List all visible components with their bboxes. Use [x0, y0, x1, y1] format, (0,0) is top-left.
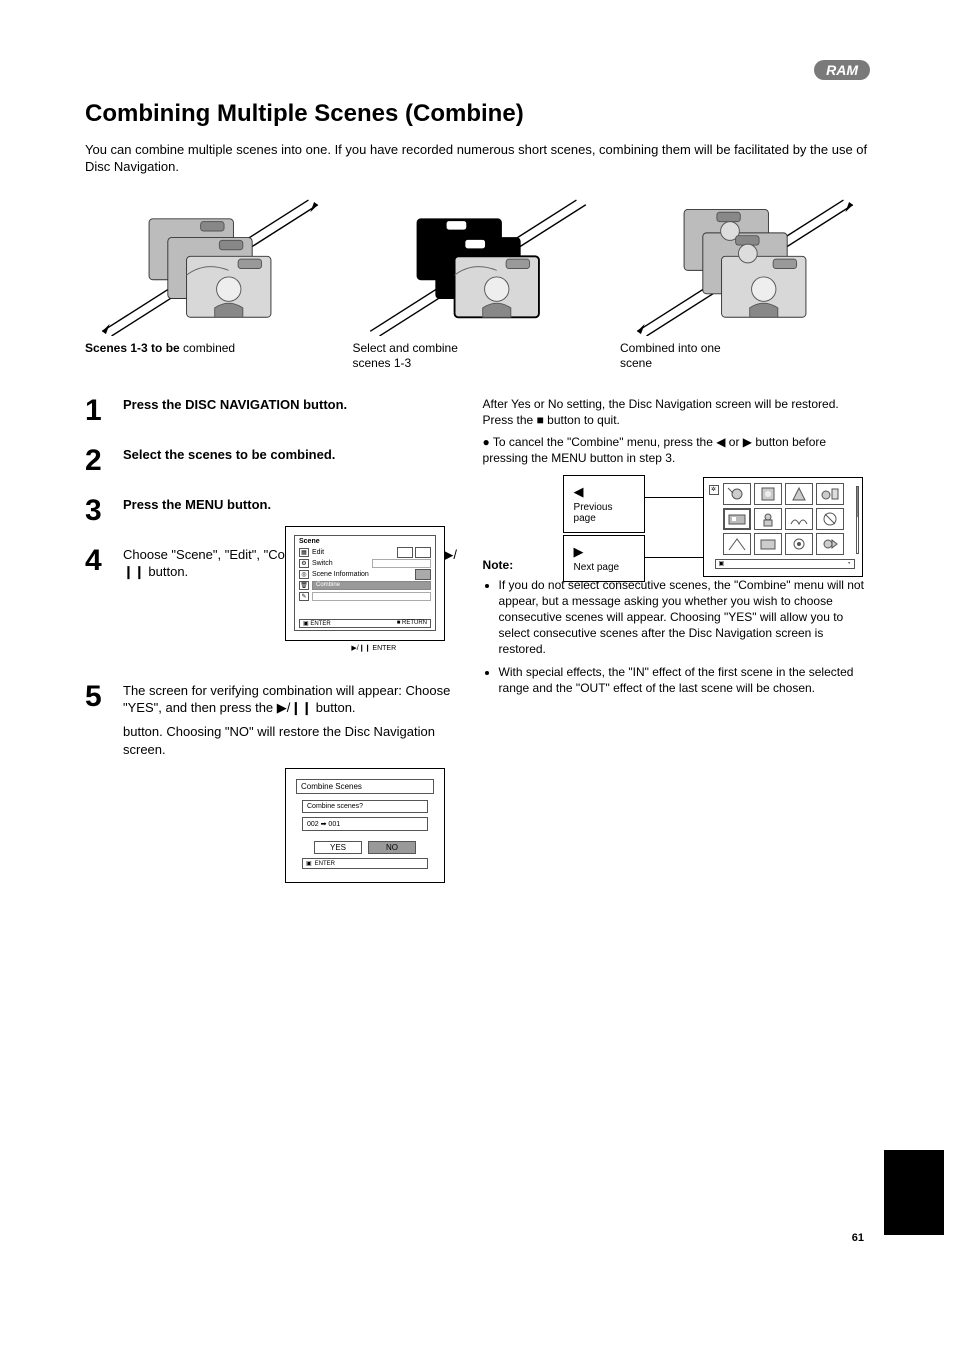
- callout-next: ▶ Next page: [563, 535, 645, 582]
- left-tri-icon: ◀: [716, 435, 725, 449]
- step-2-num: 2: [85, 446, 113, 476]
- steps-column: 1 Press the DISC NAVIGATION button. 2 Se…: [85, 396, 463, 883]
- caption-after: Combined into one scene: [620, 341, 870, 371]
- return-icon: ■ RETURN: [397, 620, 427, 626]
- right-p1: After Yes or No setting, the Disc Naviga…: [483, 396, 870, 428]
- confirm-line1: Combine scenes?: [302, 800, 428, 813]
- enter-sub-caption: ▶/❙❙ ENTER: [285, 644, 463, 652]
- step-2-body: Select the scenes to be combined.: [123, 446, 335, 476]
- step-3-body: Press the MENU button.: [123, 496, 271, 526]
- ram-badge: RAM: [814, 60, 870, 80]
- right-tri-icon: ▶: [574, 544, 634, 560]
- diagram-select: [353, 186, 603, 341]
- thumb-cell[interactable]: [754, 483, 782, 505]
- menu-row-edit: Edit: [312, 549, 394, 556]
- confirm-footer: ▣ENTER: [302, 858, 428, 869]
- note-item-1: If you do not select consecutive scenes,…: [499, 577, 870, 658]
- thumb-screen: ✲: [703, 477, 863, 577]
- disc-icon: ◎: [299, 570, 309, 579]
- left-tri-icon: ◀: [574, 484, 634, 500]
- diagram-select-svg: [353, 186, 603, 336]
- page-title: Combining Multiple Scenes (Combine): [85, 100, 870, 128]
- step-1-num: 1: [85, 396, 113, 426]
- diagram-after-svg: [620, 186, 870, 336]
- confirm-yes[interactable]: YES: [314, 841, 362, 854]
- page-number: 61: [852, 1232, 864, 1244]
- trash-icon: 🗑: [299, 581, 309, 590]
- right-tri-icon: ▶: [743, 435, 752, 449]
- step-5-body: The screen for verifying combination wil…: [123, 682, 463, 758]
- thumb-cell[interactable]: [754, 533, 782, 555]
- thumb-cell[interactable]: [723, 533, 751, 555]
- enter-icon: ▣: [306, 860, 312, 867]
- step-1-body: Press the DISC NAVIGATION button.: [123, 396, 347, 426]
- menu-row-switch: Switch: [312, 560, 369, 567]
- callout-prev: ◀ Previous page: [563, 475, 645, 533]
- notes-block: Note: If you do not select consecutive s…: [483, 557, 870, 697]
- thumb-grid: [723, 483, 857, 555]
- menu-row-info: Scene Information: [312, 571, 412, 578]
- play-indicator-icon: ▣: [719, 560, 725, 567]
- diagram-before-svg: [85, 186, 335, 336]
- caption-select: Select and combine scenes 1-3: [353, 341, 603, 371]
- page-content: RAM Combining Multiple Scenes (Combine) …: [85, 60, 870, 883]
- step-3: 3 Press the MENU button.: [85, 496, 463, 526]
- stop-icon: ■: [537, 413, 544, 427]
- diagram-before: [85, 186, 335, 341]
- thumb-cell[interactable]: [723, 483, 751, 505]
- confirm-line2: 002 ➡ 001: [302, 817, 428, 831]
- step-5: 5 The screen for verifying combination w…: [85, 682, 463, 758]
- step-5-num: 5: [85, 682, 113, 758]
- thumb-cell[interactable]: [816, 483, 844, 505]
- intro-paragraph: You can combine multiple scenes into one…: [85, 142, 870, 176]
- thumb-cell[interactable]: [785, 483, 813, 505]
- menu-row-combine: Combine: [312, 581, 431, 590]
- step-4-num: 4: [85, 546, 113, 581]
- confirm-no[interactable]: NO: [368, 841, 416, 854]
- thumb-cell[interactable]: [785, 508, 813, 530]
- confirm-screen: Combine Scenes Combine scenes? 002 ➡ 001…: [285, 768, 445, 883]
- movie-icon: ▦: [299, 548, 309, 557]
- thumb-cell[interactable]: [816, 508, 844, 530]
- thumb-cell[interactable]: [785, 533, 813, 555]
- right-p2: ● To cancel the "Combine" menu, press th…: [483, 434, 870, 466]
- step-1: 1 Press the DISC NAVIGATION button.: [85, 396, 463, 426]
- diagram-row: [85, 186, 870, 341]
- section-tab: [884, 1150, 944, 1235]
- menu-footer: ▣ ENTER ■ RETURN: [299, 619, 431, 628]
- diagram-after: [620, 186, 870, 341]
- menu-title: Scene: [295, 536, 435, 547]
- clock-icon: ◔: [847, 561, 851, 567]
- play-pause-icon: ▶/❙❙: [277, 700, 312, 715]
- step-3-num: 3: [85, 496, 113, 526]
- thumb-cell-selected[interactable]: [723, 508, 751, 530]
- menu-screen: Scene ▦Edit ⚙Switch ◎Scene Information 🗑…: [285, 526, 445, 641]
- caption-row: Scenes 1-3 to be combined Select and com…: [85, 341, 870, 371]
- all-icon: ✲: [709, 485, 719, 495]
- thumb-footer: ▣ ◔: [715, 559, 855, 569]
- play-pause-icon: ▶/❙❙: [351, 645, 370, 652]
- right-column: After Yes or No setting, the Disc Naviga…: [483, 396, 870, 883]
- thumb-cell[interactable]: [754, 508, 782, 530]
- caption-before: Scenes 1-3 to be combined: [85, 341, 335, 371]
- confirm-title: Combine Scenes: [296, 779, 434, 794]
- gear-icon: ⚙: [299, 559, 309, 568]
- main-columns: 1 Press the DISC NAVIGATION button. 2 Se…: [85, 396, 870, 883]
- thumb-cell[interactable]: [816, 533, 844, 555]
- right-text-block: After Yes or No setting, the Disc Naviga…: [483, 396, 870, 467]
- enter-icon: ▣ ENTER: [303, 620, 331, 627]
- scroll-bar[interactable]: [856, 486, 859, 554]
- tool-icon: ✎: [299, 592, 309, 601]
- note-item-2: With special effects, the "IN" effect of…: [499, 664, 870, 696]
- step-2: 2 Select the scenes to be combined.: [85, 446, 463, 476]
